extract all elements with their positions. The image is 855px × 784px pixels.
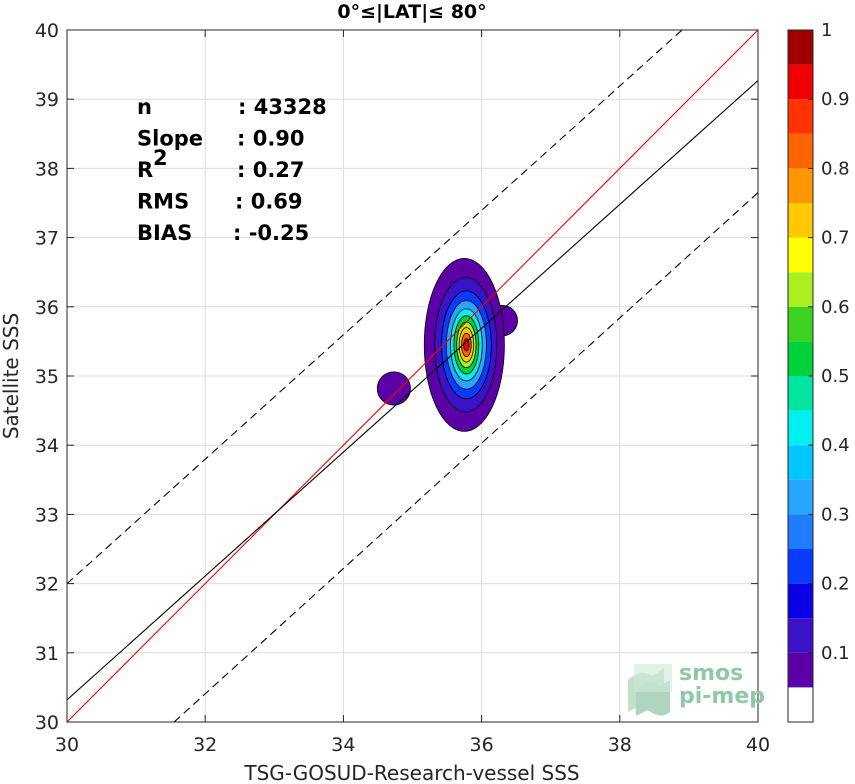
stat-label-superscript: 2 [153,146,168,170]
y-tick-label: 40 [35,20,59,42]
colorbar-band [788,445,813,480]
x-tick-label: 36 [470,734,494,756]
reference-lines [67,30,758,722]
y-tick-label: 33 [35,504,59,526]
y-tick-label: 34 [35,435,59,457]
colorbar-tick-label: 0.2 [821,574,850,595]
colorbar-band [788,64,813,100]
colorbar-band [788,133,813,169]
y-axis-ticks: 30 31 32 33 34 35 36 37 38 39 40 [35,20,758,734]
colorbar-band [788,272,813,307]
stat-label: n [137,95,152,119]
line-upper-bound [67,30,683,585]
colorbar-tick-label: 0.1 [821,643,850,664]
logo-text-line2: pi-mep [679,684,765,709]
line-regression [67,80,758,701]
stat-value: : -0.25 [233,221,309,245]
colorbar-band [788,203,813,238]
colorbar-band [788,306,813,342]
colorbar-band [788,341,813,376]
y-tick-label: 31 [35,643,59,665]
colorbar-tick-label: 0.9 [821,89,850,110]
stat-label: Slope [137,127,203,151]
colorbar-tick-label: 0.4 [821,435,850,456]
density-contours [376,257,518,432]
colorbar-band [788,30,813,65]
stat-value: : 0.69 [235,190,303,214]
grid [66,29,759,723]
line-lower-bound [173,192,758,722]
y-tick-label: 37 [35,228,59,250]
colorbar-band [788,514,813,549]
logo-wave-icon [628,664,672,716]
y-tick-label: 35 [35,366,59,388]
colorbar: 0.1 0.2 0.3 0.4 0.5 0.6 0.7 0.8 0.9 1 [787,20,850,723]
colorbar-band [788,549,813,584]
x-tick-label: 30 [55,734,79,756]
y-tick-label: 39 [35,89,59,111]
y-tick-label: 32 [35,574,59,596]
y-tick-label: 38 [35,158,59,180]
colorbar-band [788,479,813,515]
density-contour-blob [376,371,411,406]
colorbar-band [788,99,813,134]
colorbar-band [788,618,813,653]
colorbar-band [788,376,813,411]
x-tick-label: 40 [746,734,770,756]
logo-text-line1: smos [679,661,743,686]
x-tick-label: 32 [193,734,217,756]
colorbar-band [788,237,813,273]
colorbar-band [788,652,813,688]
colorbar-tick-label: 0.5 [821,366,850,387]
stat-label: RMS [137,190,189,214]
colorbar-tick-label: 0.7 [821,228,850,249]
stat-label: BIAS [137,221,192,245]
colorbar-band [788,168,813,203]
y-tick-label: 36 [35,297,59,319]
x-axis-label: TSG-GOSUD-Research-vessel SSS [243,761,579,784]
colorbar-band [788,410,813,446]
stat-value: : 0.90 [237,127,305,151]
statistics-box: n : 43328 Slope : 0.90 R 2 : 0.27 RMS : 0.69 BIAS… [137,95,327,245]
chart-title: 0°≤|LAT|≤ 80° [337,1,486,23]
colorbar-tick-label: 0.8 [821,158,850,179]
colorbar-tick-label: 0.6 [821,297,850,318]
smos-logo: smos pi-mep [628,661,765,716]
stat-label: R [137,158,153,182]
colorbar-tick-label: 1 [821,20,832,41]
x-tick-label: 38 [608,734,632,756]
x-tick-label: 34 [331,734,355,756]
stat-value: : 0.27 [237,158,305,182]
x-axis-ticks: 30 32 34 36 38 40 [55,30,770,756]
y-tick-label: 30 [35,712,59,734]
line-identity [67,30,758,722]
stat-value: : 43328 [238,95,327,119]
colorbar-tick-label: 0.3 [821,504,850,525]
y-axis-label: Satellite SSS [0,313,23,439]
colorbar-band [788,687,813,722]
colorbar-band [788,583,813,619]
